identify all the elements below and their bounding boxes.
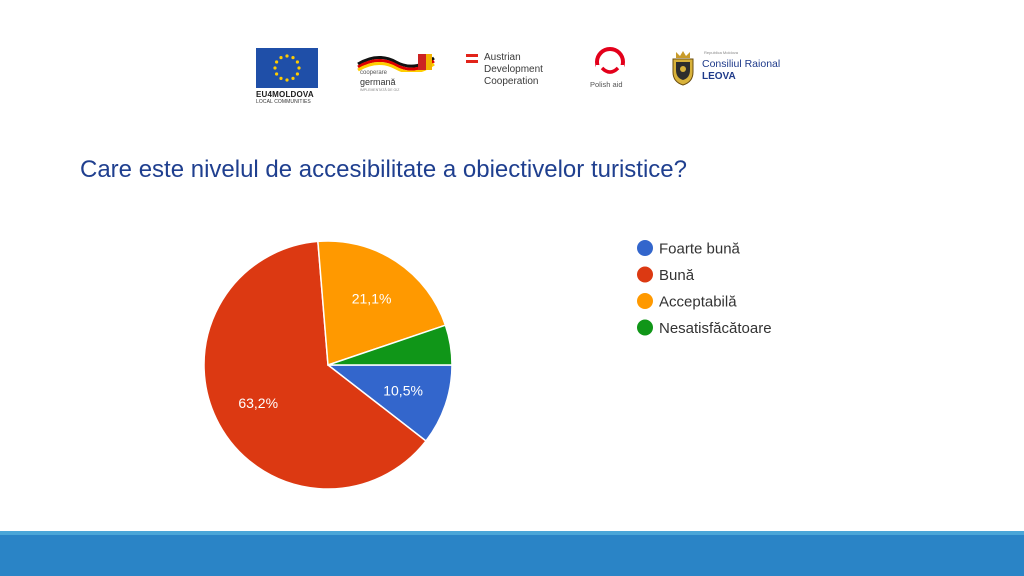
- pie-slice-label-2: 21,1%: [352, 291, 392, 307]
- eu-logo-subtext: LOCAL COMMUNITIES: [256, 99, 311, 105]
- austria-flag-icon: [466, 54, 478, 63]
- polish-aid-text: Polish aid: [590, 80, 623, 89]
- consiliul-raional-logo: Republica Moldova Consiliul Raional LEOV…: [668, 50, 788, 90]
- legend-label-1: Bună: [659, 267, 695, 284]
- eu-logo-text: EU4MOLDOVA: [256, 90, 314, 99]
- legend-swatch-3: [637, 319, 653, 336]
- eu-flag-icon: [256, 48, 318, 88]
- pie-slice-label-0: 10,5%: [383, 383, 423, 399]
- legend-label-0: Foarte bună: [659, 241, 741, 258]
- pie-slice-3: [327, 324, 453, 366]
- pie-slice-label-1: 63,2%: [238, 395, 278, 411]
- coat-of-arms-icon: [672, 51, 694, 86]
- eu4moldova-logo: EU4MOLDOVA LOCAL COMMUNITIES: [256, 48, 322, 105]
- chart-legend: Foarte bună Bună Acceptabilă Nesatisfăcătoa…: [637, 240, 772, 337]
- legend-swatch-0: [637, 240, 653, 256]
- raion-logo-text1: Consiliul Raional: [702, 58, 781, 70]
- austrian-logo-line2: Development: [484, 64, 543, 75]
- german-logo-text2: germană: [360, 77, 396, 87]
- polish-aid-logo: Polish aid: [586, 46, 636, 94]
- slide-title: Care este nivelul de accesibilitate a ob…: [80, 156, 687, 183]
- austrian-logo-line3: Cooperation: [484, 76, 539, 87]
- german-logo-text3: IMPLEMENTATĂ DE GIZ: [360, 88, 400, 92]
- legend-swatch-1: [637, 266, 653, 283]
- german-flag-icon: [357, 54, 435, 72]
- pie-slice-2: [317, 240, 447, 367]
- austrian-logo-line1: Austrian: [484, 52, 521, 63]
- austrian-logo-text: Austrian Development Cooperation: [484, 52, 543, 88]
- partner-logos: EU4MOLDOVA LOCAL COMMUNITIES cooperare g…: [0, 40, 1024, 115]
- raion-logo-text2: LEOVA: [702, 71, 736, 82]
- raion-logo-country: Republica Moldova: [704, 50, 739, 55]
- pie-slice-labels: 10,5% 63,2% 21,1%: [238, 291, 423, 411]
- polish-aid-icon: [595, 47, 625, 78]
- pie-slices: [203, 240, 453, 490]
- pie-slice-1: [203, 240, 428, 490]
- footer-accent-line: [0, 531, 1024, 535]
- legend-swatch-2: [637, 293, 653, 309]
- german-logo-text1: cooperare: [360, 70, 388, 76]
- legend-label-2: Acceptabilă: [659, 294, 737, 311]
- legend-label-3: Nesatisfăcătoare: [659, 320, 772, 337]
- pie-slice-0: [325, 364, 453, 443]
- german-cooperation-logo: cooperare germană IMPLEMENTATĂ DE GIZ: [356, 50, 436, 95]
- footer-bar: [0, 535, 1024, 576]
